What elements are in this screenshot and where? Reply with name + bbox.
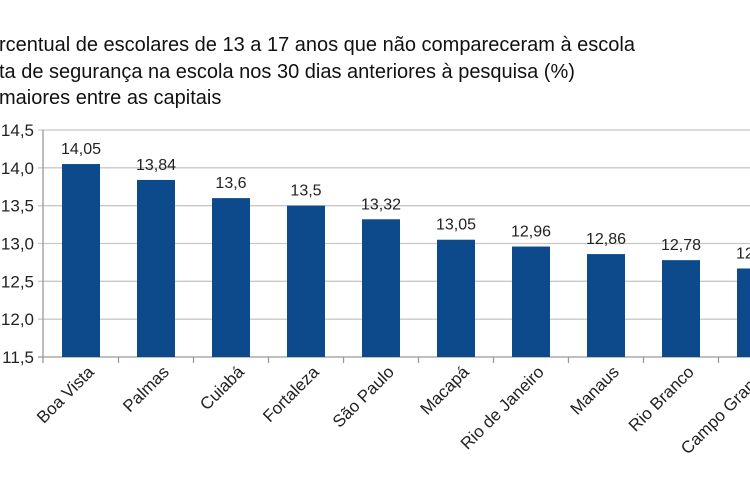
x-tick-label: São Paulo [329, 362, 398, 431]
data-label: 12,96 [511, 224, 551, 241]
y-tick-label: 11,5 [2, 348, 34, 367]
bar [62, 164, 100, 357]
data-label: 12,67 [736, 245, 750, 262]
y-tick-label: 13,5 [1, 197, 34, 216]
bar [587, 254, 625, 357]
bar [212, 198, 250, 357]
data-label: 13,6 [215, 175, 246, 192]
x-tick-label: Palmas [119, 362, 173, 416]
bar [737, 268, 750, 357]
data-label: 14,05 [61, 141, 101, 158]
x-tick-label: Manaus [567, 362, 623, 418]
bar [362, 219, 400, 357]
bar [287, 205, 325, 357]
data-label: 13,5 [290, 183, 321, 200]
bar [437, 239, 475, 357]
data-label: 12,78 [661, 237, 701, 254]
x-tick-label: Rio Branco [625, 362, 698, 435]
bar [662, 260, 700, 357]
bar [137, 179, 175, 357]
x-tick-label: Macapá [417, 362, 474, 419]
data-label: 12,86 [586, 231, 626, 248]
data-label: 13,84 [136, 157, 176, 174]
y-tick-label: 14,5 [1, 121, 34, 140]
x-tick-label: Fortaleza [259, 362, 323, 426]
x-tick-label: Boa Vista [33, 362, 98, 427]
y-tick-label: 12,0 [1, 310, 34, 329]
chart-title-line-3: maiores entre as capitais [0, 87, 222, 109]
chart-title-line-1: rcentual de escolares de 13 a 17 anos qu… [0, 34, 635, 56]
data-label: 13,32 [361, 196, 401, 213]
chart-title-line-2: ta de segurança na escola nos 30 dias an… [0, 61, 575, 83]
y-tick-label: 12,5 [1, 272, 34, 291]
y-tick-label: 14,0 [1, 159, 34, 178]
data-label: 13,05 [436, 217, 476, 234]
y-tick-label: 13,0 [1, 235, 34, 254]
x-tick-label: Cuiabá [196, 362, 248, 414]
bar [512, 246, 550, 357]
